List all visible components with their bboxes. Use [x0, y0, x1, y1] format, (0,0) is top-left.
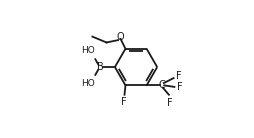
- Text: F: F: [177, 82, 183, 92]
- Text: F: F: [121, 97, 126, 108]
- Text: F: F: [167, 98, 172, 108]
- Text: HO: HO: [82, 79, 95, 88]
- Text: F: F: [176, 71, 182, 81]
- Text: C: C: [158, 80, 165, 90]
- Text: O: O: [117, 32, 124, 42]
- Text: HO: HO: [82, 46, 95, 55]
- Text: B: B: [97, 62, 104, 72]
